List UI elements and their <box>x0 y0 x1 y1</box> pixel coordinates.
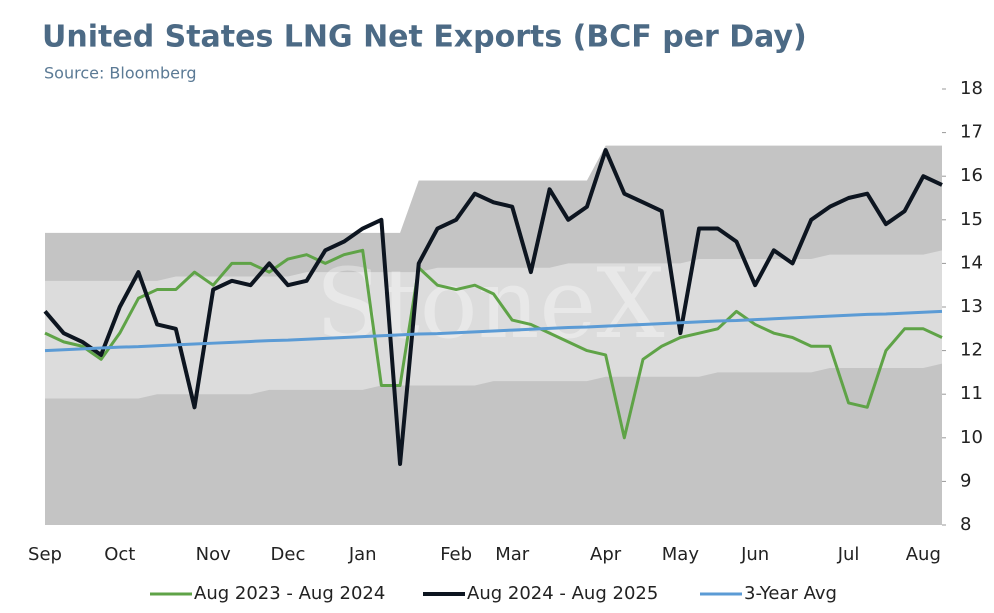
y-tick-label: 18 <box>960 78 983 99</box>
x-tick-label: Feb <box>440 544 472 565</box>
chart-subtitle: Source: Bloomberg <box>44 64 196 83</box>
x-tick-label: Sep <box>28 544 62 565</box>
series-line <box>43 148 943 466</box>
x-tick-label: Oct <box>104 544 135 565</box>
y-tick-label: 15 <box>960 209 983 230</box>
legend-label: Aug 2024 - Aug 2025 <box>467 583 658 604</box>
y-tick-label: 11 <box>960 383 983 404</box>
x-tick-label: Jan <box>348 544 377 565</box>
x-tick-label: Nov <box>196 544 231 565</box>
y-tick-label: 17 <box>960 122 983 143</box>
y-tick-label: 16 <box>960 165 983 186</box>
x-tick-label: May <box>662 544 700 565</box>
watermark: StoneX <box>315 248 664 360</box>
x-tick-label: Dec <box>271 544 306 565</box>
legend-label: Aug 2023 - Aug 2024 <box>194 583 385 604</box>
series-line <box>44 248 943 440</box>
y-tick-label: 10 <box>960 427 983 448</box>
chart-title: United States LNG Net Exports (BCF per D… <box>42 20 807 55</box>
series-line <box>44 309 943 353</box>
y-tick-label: 9 <box>960 470 971 491</box>
x-tick-label: Jul <box>837 544 860 565</box>
x-tick-label: Mar <box>495 544 530 565</box>
y-tick-label: 13 <box>960 296 983 317</box>
y-tick-label: 8 <box>960 514 971 535</box>
x-tick-label: Jun <box>740 544 769 565</box>
range-band <box>45 250 942 399</box>
y-tick-label: 14 <box>960 252 983 273</box>
x-tick-label: Apr <box>590 544 622 565</box>
y-tick-label: 12 <box>960 340 983 361</box>
x-tick-label: Aug <box>906 544 941 565</box>
legend-label: 3-Year Avg <box>744 583 837 604</box>
